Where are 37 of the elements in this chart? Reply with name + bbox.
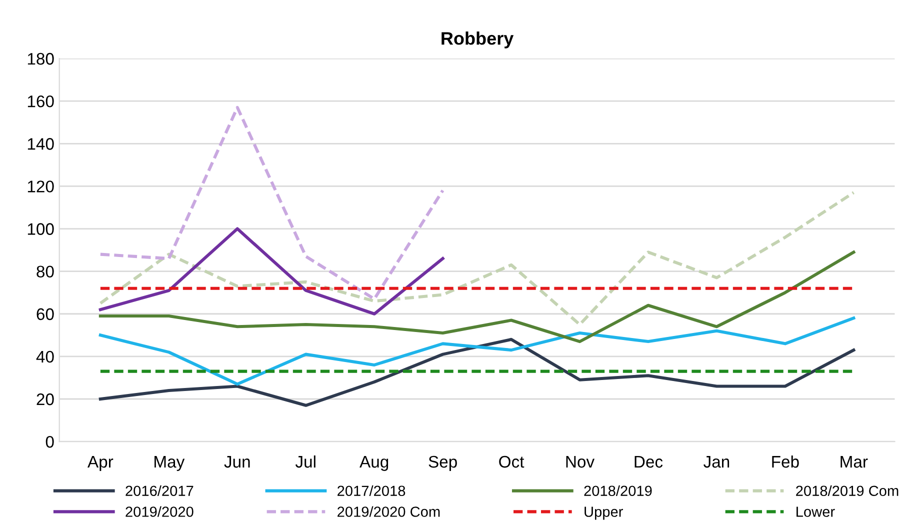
y-tick-label: 20 <box>36 393 54 406</box>
y-tick-label: 60 <box>36 308 54 320</box>
x-tick-label: Sep <box>428 456 457 471</box>
x-tick-label: Aug <box>360 456 388 471</box>
line-series <box>98 191 856 326</box>
x-tick-label: Oct <box>499 456 524 468</box>
y-tick-label: 0 <box>46 436 54 448</box>
line-series <box>98 106 444 301</box>
y-tick-label: 180 <box>28 52 54 65</box>
line-series <box>98 338 856 407</box>
legend-label: Upper <box>584 506 623 520</box>
x-tick-label: Feb <box>772 455 799 468</box>
legend-label: 2017/2018 <box>338 485 406 496</box>
line-series <box>98 250 856 344</box>
legend-label: Lower <box>796 506 835 517</box>
legend-label: 2018/2019 Com <box>796 485 898 496</box>
y-tick-label: 80 <box>36 266 54 278</box>
x-tick-label: Jul <box>295 455 316 468</box>
legend-label: 2019/2020 Com <box>338 506 440 517</box>
x-tick-label: Dec <box>634 456 663 468</box>
y-tick-label: 160 <box>28 95 54 108</box>
x-tick-label: Jun <box>224 456 250 468</box>
line-series <box>98 316 856 386</box>
y-tick-label: 140 <box>28 138 54 150</box>
y-tick-label: 40 <box>36 350 54 363</box>
x-tick-label: Nov <box>566 456 595 468</box>
line-series <box>98 227 444 316</box>
legend-label: 2018/2019 <box>584 485 652 496</box>
x-tick-label: Mar <box>840 456 868 468</box>
x-tick-label: May <box>154 456 185 471</box>
x-tick-label: Apr <box>87 456 114 471</box>
legend-label: 2019/2020 <box>126 506 194 517</box>
y-tick-label: 100 <box>28 223 54 235</box>
x-tick-label: Jan <box>704 456 730 468</box>
legend-label: 2016/2017 <box>126 485 194 496</box>
y-tick-label: 120 <box>28 180 54 192</box>
chart-title: Robbery <box>442 32 514 48</box>
